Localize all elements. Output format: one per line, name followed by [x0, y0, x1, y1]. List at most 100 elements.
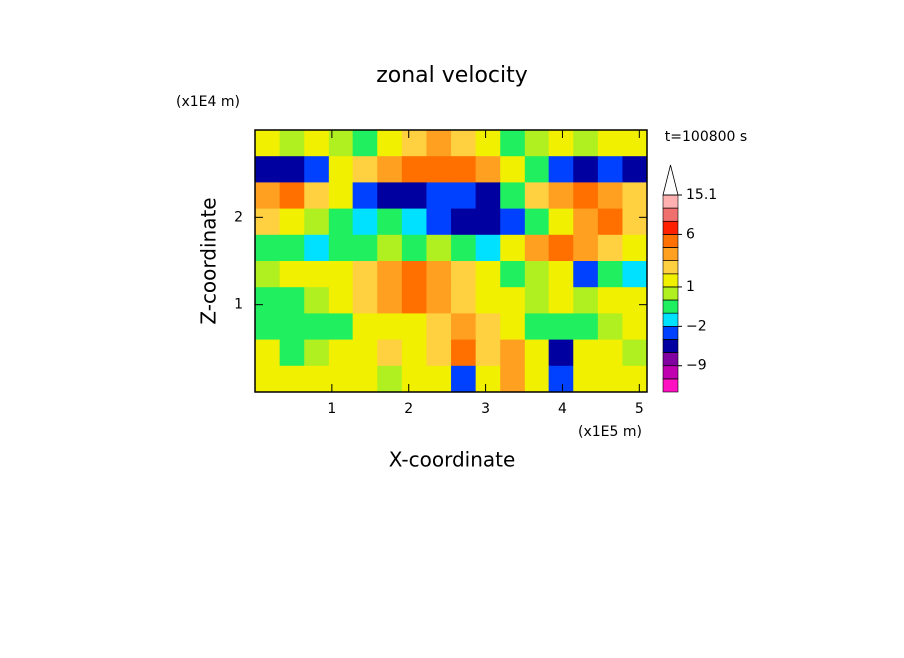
contour-cell [279, 313, 305, 341]
contour-cell [377, 313, 403, 341]
contour-cell [548, 234, 574, 262]
contour-cell [255, 365, 281, 393]
contour-cell [475, 313, 501, 341]
contour-cell [524, 182, 550, 210]
x-tick-label: 5 [635, 401, 644, 417]
contour-cell [500, 261, 526, 288]
contour-cell [451, 182, 477, 210]
colorbar-tick-label: 1 [686, 279, 695, 295]
contour-cell [304, 287, 330, 314]
contour-cell [426, 130, 452, 157]
contour-cell [500, 130, 526, 157]
contour-cell [352, 156, 378, 183]
contour-cell [500, 339, 526, 367]
contour-cell [255, 156, 281, 183]
colorbar-tick-label: 6 [686, 226, 695, 242]
contour-cell [597, 130, 623, 157]
contour-cell [352, 130, 378, 157]
contour-cell [622, 182, 648, 210]
contour-cell [279, 130, 305, 157]
contour-cell [622, 365, 648, 393]
contour-cell [500, 156, 526, 183]
contour-cell [304, 156, 330, 183]
contour-cell [401, 182, 427, 210]
contour-cell [328, 182, 354, 210]
contour-cell [548, 365, 574, 393]
contour-cell [475, 208, 501, 236]
contour-cell [426, 339, 452, 367]
contour-cell [548, 208, 574, 236]
contour-cell [279, 234, 305, 262]
colorbar-box [662, 247, 679, 261]
contour-cell [255, 313, 281, 341]
colorbar-box [662, 260, 679, 275]
colorbar-box [662, 220, 679, 235]
contour-cell [573, 313, 599, 341]
contour-cell [548, 130, 574, 157]
contour-cell [255, 287, 281, 314]
x-tick-label: 4 [558, 401, 567, 417]
contour-cell [622, 261, 648, 288]
contour-cell [500, 208, 526, 236]
colorbar-box [662, 286, 679, 301]
contour-cell [451, 313, 477, 341]
contour-cell [622, 287, 648, 314]
contour-cell [279, 287, 305, 314]
contour-cell [328, 339, 354, 367]
contour-cell [622, 208, 648, 236]
contour-cell [475, 234, 501, 262]
contour-cell [377, 182, 403, 210]
y-unit: (x1E4 m) [176, 94, 240, 110]
contour-cell [352, 208, 378, 236]
colorbar-tick-label: 15.1 [686, 187, 717, 203]
contour-cell [377, 234, 403, 262]
plot-frame [254, 129, 648, 393]
y-tick-label: 2 [234, 209, 243, 225]
contour-cell [377, 156, 403, 183]
contour-cell [548, 339, 574, 367]
contour-cell [279, 156, 305, 183]
contour-cell [451, 339, 477, 367]
contour-cell [597, 156, 623, 183]
contour-cell [377, 130, 403, 157]
contour-cell [597, 287, 623, 314]
colorbar-box [662, 207, 679, 222]
colorbar-box [662, 339, 679, 353]
colorbar-box [662, 378, 679, 393]
contour-cell [524, 339, 550, 367]
contour-cell [304, 182, 330, 210]
contour-cell [304, 365, 330, 393]
contour-cell [328, 287, 354, 314]
colorbar-box [662, 365, 679, 380]
contour-cell [451, 287, 477, 314]
x-unit: (x1E5 m) [578, 424, 642, 440]
contour-cell [304, 234, 330, 262]
contour-cell [304, 261, 330, 288]
contour-cell [328, 365, 354, 393]
colorbar-box [662, 312, 679, 327]
contour-cell [279, 339, 305, 367]
contour-cell [328, 156, 354, 183]
contour-cell [401, 130, 427, 157]
contour-cell [573, 287, 599, 314]
contour-cell [451, 234, 477, 262]
contour-cell [524, 365, 550, 393]
contour-cell [426, 365, 452, 393]
contour-cell [597, 261, 623, 288]
contour-cell [475, 156, 501, 183]
contour-cell [352, 182, 378, 210]
contour-cell [548, 261, 574, 288]
contour-cell [401, 234, 427, 262]
contour-cell [573, 261, 599, 288]
contour-cell [401, 313, 427, 341]
contour-cell [524, 287, 550, 314]
contour-cell [279, 182, 305, 210]
contour-cell [622, 234, 648, 262]
contour-cell [622, 156, 648, 183]
contour-cell [377, 339, 403, 367]
contour-cell [622, 313, 648, 341]
contour-cell [475, 339, 501, 367]
contour-cell [352, 287, 378, 314]
contour-cell [451, 156, 477, 183]
